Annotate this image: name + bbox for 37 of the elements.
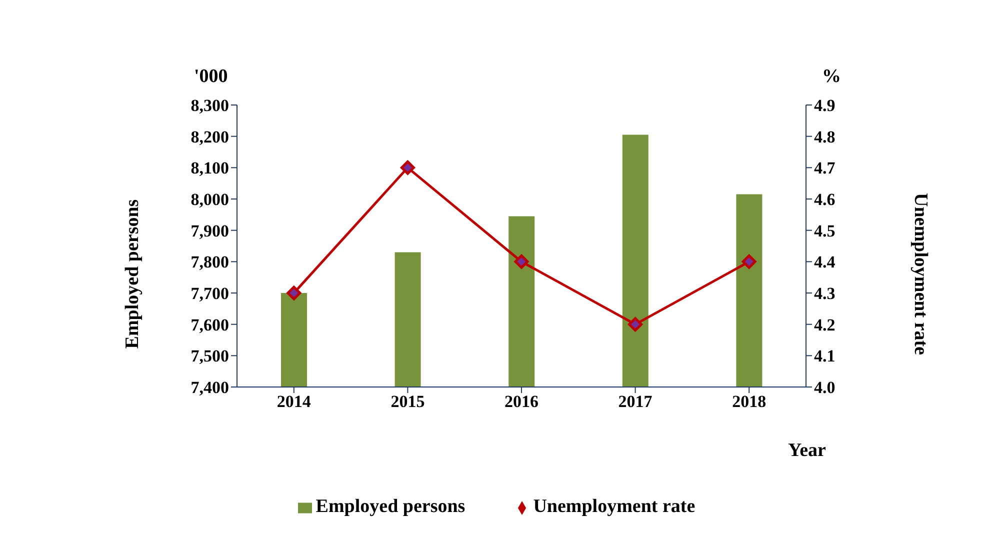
y-tick-label: 8,300 xyxy=(190,96,229,116)
x-tick-label: 2017 xyxy=(618,392,653,412)
y2-tick-label: 4.1 xyxy=(814,346,836,366)
y-tick-label: 7,700 xyxy=(190,284,229,304)
point xyxy=(742,254,756,269)
y2-tick-label: 4.7 xyxy=(814,158,836,178)
y2-tick-label: 4.6 xyxy=(814,190,836,210)
y-tick-label: 7,400 xyxy=(190,378,229,398)
y-tick-label: 8,100 xyxy=(190,158,229,178)
text: % xyxy=(822,66,841,88)
y2-tick-label: 4.2 xyxy=(814,315,836,334)
point xyxy=(400,160,415,175)
y2-tick-label: 4.0 xyxy=(814,378,836,398)
x-tick-label: 2018 xyxy=(732,392,766,412)
x-tick-label: 2015 xyxy=(390,392,425,412)
y2-axis-title: Unemployment rate xyxy=(909,193,931,355)
y2-tick-label: 4.4 xyxy=(814,252,836,272)
x-axis-title: Year xyxy=(788,440,826,462)
point xyxy=(286,286,302,300)
y-tick-label: 7,600 xyxy=(190,315,229,334)
x-tick-label: 2014 xyxy=(276,392,312,412)
x-tick-label: 2016 xyxy=(504,392,538,412)
y-tick-label: 7,900 xyxy=(190,221,229,240)
legend-label: Employed persons xyxy=(316,496,466,517)
legend-label: Unemployment rate xyxy=(533,496,696,517)
y2-tick-label: 4.5 xyxy=(814,221,836,240)
y-axis-title: Employed persons xyxy=(122,199,144,349)
y2-tick-label: 4.3 xyxy=(814,284,836,304)
y-tick-label: 8,000 xyxy=(190,190,229,210)
point xyxy=(628,317,643,332)
point xyxy=(514,254,529,269)
y2-tick-label: 4.8 xyxy=(814,127,836,146)
y-tick-label: 8,200 xyxy=(190,127,229,146)
text: '000 xyxy=(194,66,228,88)
y2-tick-label: 4.9 xyxy=(814,96,836,116)
y-tick-label: 7,800 xyxy=(190,252,229,272)
y-tick-label: 7,500 xyxy=(190,346,229,366)
